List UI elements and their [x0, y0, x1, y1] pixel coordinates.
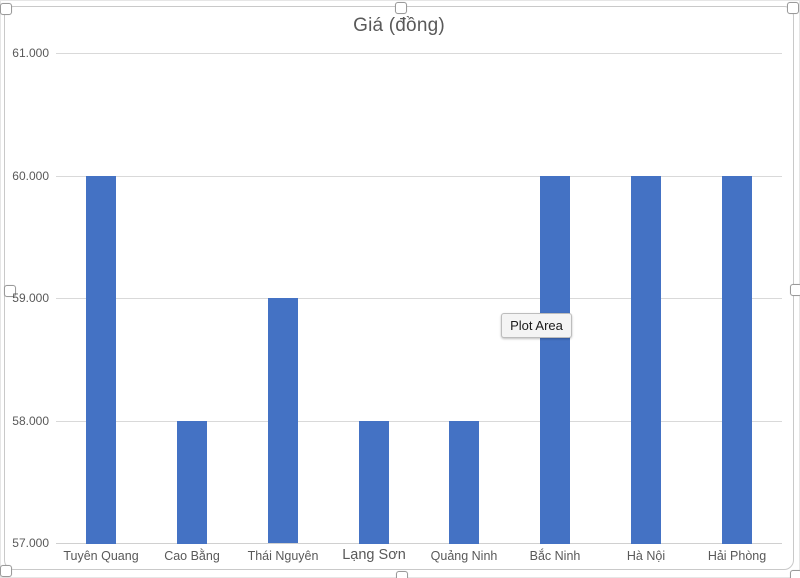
x-axis-category-label[interactable]: Bắc Ninh — [529, 549, 581, 563]
x-axis-category-label[interactable]: Tuyên Quang — [63, 549, 139, 563]
x-axis-line — [56, 543, 782, 544]
chart-bar[interactable] — [631, 176, 661, 544]
gridline — [56, 421, 782, 422]
x-axis-category-label[interactable]: Hải Phòng — [707, 549, 767, 563]
y-axis-tick-label[interactable]: 57.000 — [12, 536, 49, 550]
x-axis-category-label[interactable]: Hà Nội — [626, 549, 666, 563]
selection-handle-top-left[interactable] — [0, 3, 12, 15]
chart-title[interactable]: Giá (đồng) — [353, 15, 445, 36]
y-axis-tick-label[interactable]: 59.000 — [12, 291, 49, 305]
y-axis-tick-label[interactable]: 58.000 — [12, 414, 49, 428]
chart-area[interactable] — [4, 6, 794, 570]
selection-handle-top-right[interactable] — [787, 2, 799, 14]
chart-bar[interactable] — [722, 176, 752, 544]
y-axis-tick-label[interactable]: 60.000 — [12, 169, 49, 183]
selection-handle-top-center[interactable] — [395, 2, 407, 14]
plot-area-tooltip: Plot Area — [501, 313, 572, 338]
chart-bar[interactable] — [86, 176, 116, 544]
selection-handle-bottom-left[interactable] — [0, 565, 12, 577]
gridline — [56, 298, 782, 299]
chart-bar[interactable] — [177, 421, 207, 544]
chart-bar[interactable] — [449, 421, 479, 544]
selection-handle-bottom-center[interactable] — [396, 571, 408, 578]
y-axis-tick-label[interactable]: 61.000 — [12, 46, 49, 60]
x-axis-category-label[interactable]: Quảng Ninh — [430, 549, 498, 563]
x-axis-category-label[interactable]: Cao Bằng — [164, 549, 220, 563]
chart-bar[interactable] — [540, 176, 570, 544]
gridline — [56, 53, 782, 54]
chart-bar[interactable] — [359, 421, 389, 544]
selection-handle-middle-right[interactable] — [790, 284, 800, 296]
chart-bar[interactable] — [268, 298, 298, 543]
gridline — [56, 176, 782, 177]
x-axis-category-label[interactable]: Lạng Sơn — [342, 547, 406, 563]
x-axis-category-label[interactable]: Thái Nguyên — [247, 549, 319, 563]
selection-handle-bottom-right[interactable] — [790, 570, 800, 578]
selection-handle-middle-left[interactable] — [4, 285, 16, 297]
